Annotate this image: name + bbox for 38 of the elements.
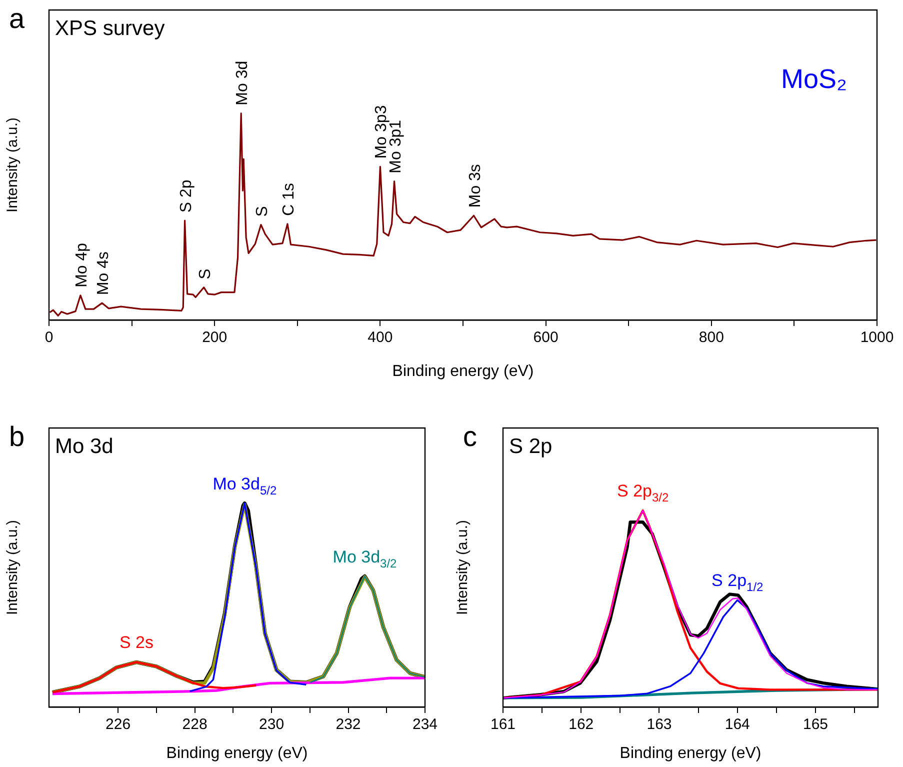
x-tick-label: 163 — [646, 716, 672, 734]
text: a — [9, 3, 25, 34]
annotation: Mo 3d — [234, 60, 252, 106]
x-axis-title: Binding energy (eV) — [620, 744, 762, 762]
x-tick-label: 226 — [106, 716, 131, 734]
x-tick-label: 232 — [336, 716, 361, 734]
x-tick-label: 164 — [724, 716, 750, 734]
x-axis-title: Binding energy (eV) — [166, 744, 308, 762]
series-label: S 2s — [119, 633, 154, 652]
annotation: Mo 3s — [466, 164, 484, 208]
text: b — [9, 421, 25, 452]
x-tick-label: 1000 — [860, 329, 894, 346]
x-tick-label: 600 — [533, 329, 558, 346]
x-tick-label: 234 — [412, 716, 438, 734]
x-axis-title: Binding energy (eV) — [392, 362, 534, 380]
chart-subtitle: MoS₂ — [781, 64, 848, 94]
annotation: S — [254, 206, 271, 217]
chart-title: S 2p — [509, 435, 552, 458]
x-tick-label: 161 — [490, 716, 516, 734]
annotation: Mo 4p — [73, 242, 90, 288]
chart-title: XPS survey — [55, 17, 166, 40]
x-tick-label: 400 — [368, 329, 393, 346]
annotation: S 2p — [178, 180, 195, 213]
x-tick-label: 0 — [44, 329, 54, 346]
x-tick-label: 200 — [202, 329, 228, 346]
y-axis-title: Intensity (a.u.) — [454, 520, 472, 616]
y-axis-title: Intensity (a.u.) — [4, 117, 22, 213]
x-tick-label: 800 — [698, 329, 724, 346]
x-tick-label: 162 — [568, 716, 594, 734]
chart-title: Mo 3d — [55, 435, 114, 458]
annotation: S — [196, 268, 214, 280]
x-tick-label: 165 — [802, 716, 828, 734]
annotation: Mo 4s — [94, 251, 112, 296]
y-axis-title: Intensity (a.u.) — [4, 520, 22, 616]
text: c — [463, 421, 477, 452]
x-tick-label: 228 — [182, 716, 208, 734]
x-tick-label: 230 — [259, 716, 284, 734]
annotation: C 1s — [280, 182, 298, 216]
